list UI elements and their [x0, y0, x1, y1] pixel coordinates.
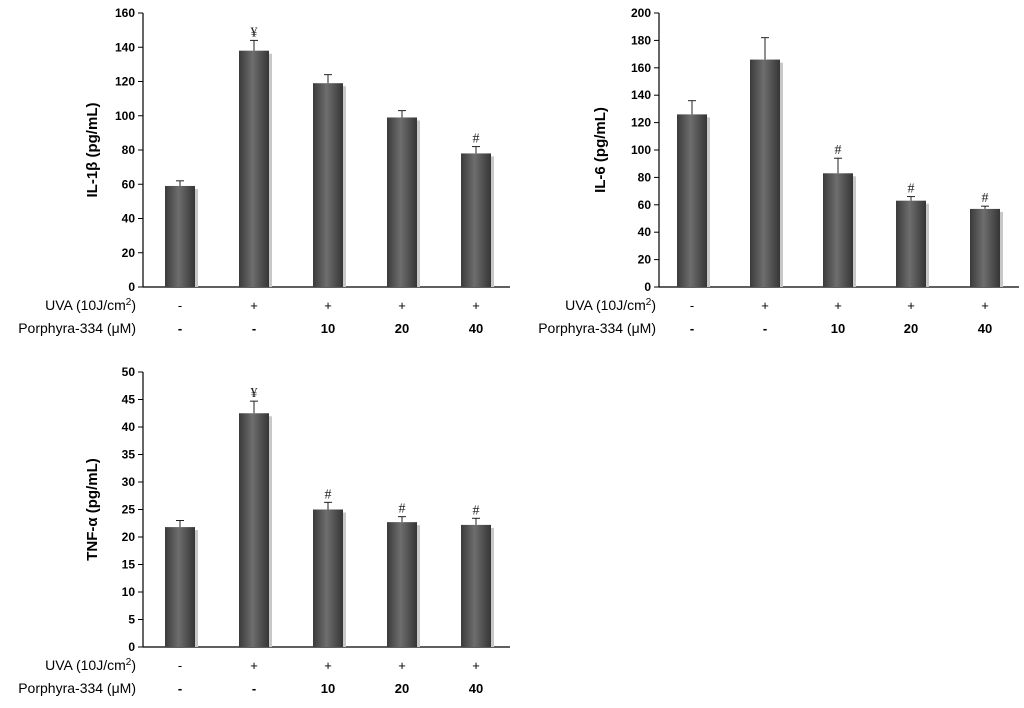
y-tick-label: 120 [631, 116, 651, 130]
porphyra-dose: 10 [321, 321, 335, 336]
bar [239, 413, 269, 647]
uva-condition: - [178, 658, 182, 673]
y-tick-label: 140 [115, 40, 135, 54]
y-tick-label: 160 [631, 61, 651, 75]
porphyra-dose: 40 [978, 321, 992, 336]
uva-condition: + [398, 298, 406, 313]
porphyra-dose: - [178, 321, 182, 336]
uva-condition: + [761, 298, 769, 313]
y-tick-label: 45 [122, 393, 136, 407]
porphyra-dose: 20 [904, 321, 918, 336]
bar [313, 83, 343, 288]
significance-marker: # [982, 191, 989, 206]
y-axis-title: TNF-α (pg/mL) [84, 458, 101, 561]
significance-marker: # [835, 143, 842, 158]
bar [387, 522, 417, 647]
y-tick-label: 20 [638, 253, 652, 267]
uva-condition: + [834, 298, 842, 313]
bar [461, 524, 491, 647]
bar [165, 185, 195, 287]
il6-chart: 0 20 40 60 80 100 120 140 160 180 200 IL-6 (pg/mL) #… [538, 6, 1019, 336]
y-tick-label: 20 [122, 530, 136, 544]
significance-marker: ¥ [251, 25, 258, 40]
porphyra-dose: - [763, 321, 767, 336]
bar [750, 59, 780, 287]
significance-marker: # [325, 487, 332, 502]
y-tick-label: 20 [122, 246, 136, 260]
y-axis-title: IL-6 (pg/mL) [592, 107, 609, 193]
porphyra-dose: - [178, 681, 182, 696]
uva-condition: + [324, 298, 332, 313]
significance-marker: ¥ [251, 386, 258, 401]
y-tick-label: 40 [122, 212, 136, 226]
y-tick-label: 100 [631, 143, 651, 157]
y-tick-label: 0 [128, 640, 135, 654]
uva-condition: + [907, 298, 915, 313]
y-axis-title: IL-1β (pg/mL) [84, 103, 101, 198]
uva-condition: + [472, 298, 480, 313]
porphyra-dose: 40 [469, 681, 483, 696]
bar [313, 509, 343, 647]
y-tick-label: 60 [638, 198, 652, 212]
y-tick-label: 5 [128, 613, 135, 627]
porphyra-dose: 10 [831, 321, 845, 336]
bar [461, 153, 491, 287]
row-label-porphyra: Porphyra-334 (μM) [18, 320, 136, 336]
porphyra-dose: - [690, 321, 694, 336]
uva-condition: - [178, 298, 182, 313]
y-tick-label: 50 [122, 365, 136, 379]
bar [239, 50, 269, 287]
porphyra-dose: 20 [395, 321, 409, 336]
row-label-uva: UVA (10J/cm2) [45, 657, 136, 674]
y-tick-label: 180 [631, 33, 651, 47]
uva-condition: + [398, 658, 406, 673]
y-tick-label: 30 [122, 475, 136, 489]
bar [165, 527, 195, 647]
bar [970, 208, 1000, 287]
y-tick-label: 120 [115, 75, 135, 89]
uva-condition: + [324, 658, 332, 673]
uva-condition: - [690, 298, 694, 313]
y-tick-label: 35 [122, 448, 136, 462]
y-tick-label: 200 [631, 6, 651, 20]
porphyra-dose: 40 [469, 321, 483, 336]
y-tick-label: 25 [122, 503, 136, 517]
uva-condition: + [981, 298, 989, 313]
y-tick-label: 80 [638, 170, 652, 184]
bar [823, 173, 853, 287]
porphyra-dose: 10 [321, 681, 335, 696]
uva-condition: + [472, 658, 480, 673]
y-tick-label: 140 [631, 88, 651, 102]
y-tick-label: 80 [122, 143, 136, 157]
il1b-chart: 0 20 40 60 80 100 120 140 160 IL-1β (pg/mL) ¥ # UVA … [18, 6, 510, 336]
tnfa-chart: 0 5 10 15 20 25 30 35 40 45 50 TNF-α (pg/mL) ¥ # # # UVA… [18, 365, 510, 696]
y-tick-label: 100 [115, 109, 135, 123]
significance-marker: # [908, 182, 915, 197]
bar [896, 200, 926, 287]
significance-marker: # [399, 502, 406, 517]
significance-marker: # [473, 503, 480, 518]
y-tick-label: 0 [644, 280, 651, 294]
porphyra-dose: - [252, 321, 256, 336]
y-tick-label: 40 [638, 225, 652, 239]
row-label-porphyra: Porphyra-334 (μM) [18, 680, 136, 696]
y-tick-label: 10 [122, 585, 136, 599]
y-tick-label: 0 [128, 280, 135, 294]
uva-condition: + [250, 658, 258, 673]
row-label-uva: UVA (10J/cm2) [45, 297, 136, 314]
y-tick-label: 160 [115, 6, 135, 20]
significance-marker: # [473, 132, 480, 147]
bar [677, 114, 707, 287]
uva-condition: + [250, 298, 258, 313]
bar [387, 117, 417, 288]
porphyra-dose: - [252, 681, 256, 696]
y-tick-label: 40 [122, 420, 136, 434]
row-label-uva: UVA (10J/cm2) [565, 297, 656, 314]
porphyra-dose: 20 [395, 681, 409, 696]
y-tick-label: 60 [122, 177, 136, 191]
row-label-porphyra: Porphyra-334 (μM) [538, 320, 656, 336]
y-tick-label: 15 [122, 558, 136, 572]
